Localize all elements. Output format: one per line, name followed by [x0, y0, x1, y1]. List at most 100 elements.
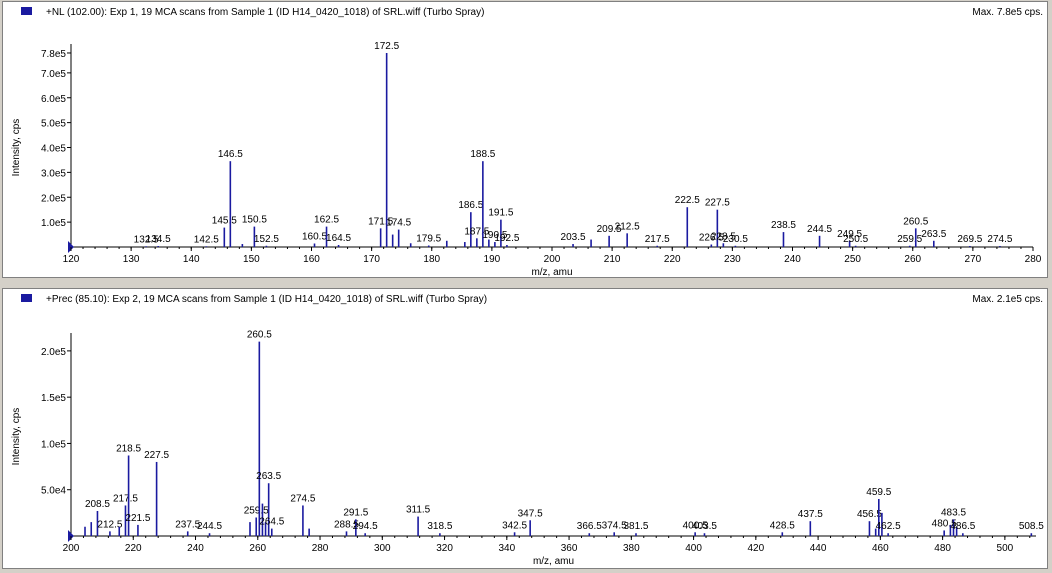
x-tick-label: 220: [125, 543, 142, 554]
peak-label: 203.5: [561, 232, 586, 243]
x-tick-label: 340: [498, 543, 515, 554]
peak-label: 192.5: [494, 233, 519, 244]
x-tick-label: 270: [965, 254, 982, 265]
peak-label: 172.5: [374, 41, 399, 52]
x-axis-label: m/z, amu: [533, 556, 574, 567]
peak-label: 152.5: [254, 234, 279, 245]
x-tick-label: 130: [123, 254, 140, 265]
peak-label: 179.5: [416, 234, 441, 245]
peak-label: 188.5: [470, 149, 495, 160]
peak-label: 217.5: [113, 493, 138, 504]
peak-label: 164.5: [326, 233, 351, 244]
peak-label: 311.5: [406, 505, 431, 516]
peak-label: 274.5: [290, 493, 315, 504]
peak-label: 187.5: [464, 226, 489, 237]
spectrum-marker-icon: [21, 294, 32, 302]
peak-label: 381.5: [623, 521, 648, 532]
peak-label: 209.5: [597, 224, 622, 235]
x-tick-label: 280: [312, 543, 329, 554]
x-tick-label: 120: [63, 254, 80, 265]
peak-label: 191.5: [488, 208, 513, 219]
x-tick-label: 500: [997, 543, 1014, 554]
x-tick-label: 220: [664, 254, 681, 265]
peak-label: 260.5: [903, 216, 928, 227]
peak-label: 212.5: [97, 519, 122, 530]
peak-label: 244.5: [807, 224, 832, 235]
peak-label: 342.5: [502, 520, 527, 531]
y-tick-label: 5.0e4: [41, 486, 66, 497]
peak-label: 150.5: [242, 215, 267, 226]
peak-label: 486.5: [950, 521, 975, 532]
peak-label: 227.5: [144, 450, 169, 461]
peak-label: 264.5: [259, 517, 284, 528]
peak-label: 462.5: [876, 521, 901, 532]
peak-label: 221.5: [125, 513, 150, 524]
peak-label: 459.5: [866, 487, 891, 498]
peak-label: 162.5: [314, 215, 339, 226]
x-tick-label: 260: [249, 543, 266, 554]
x-tick-label: 300: [374, 543, 391, 554]
peak-label: 318.5: [427, 521, 452, 532]
y-tick-label: 1.0e5: [41, 218, 66, 229]
x-tick-label: 460: [872, 543, 889, 554]
x-tick-label: 170: [363, 254, 380, 265]
peak-label: 259.5: [897, 234, 922, 245]
x-tick-label: 440: [810, 543, 827, 554]
x-tick-label: 230: [724, 254, 741, 265]
peak-label: 145.5: [212, 216, 237, 227]
x-tick-label: 160: [303, 254, 320, 265]
peak-label: 274.5: [987, 234, 1012, 245]
peak-label: 212.5: [615, 221, 640, 232]
x-tick-label: 240: [187, 543, 204, 554]
peak-label: 483.5: [941, 507, 966, 518]
x-tick-label: 380: [623, 543, 640, 554]
peak-label: 400.5: [683, 520, 708, 531]
peak-label: 208.5: [85, 499, 110, 510]
spectrum-marker-icon: [21, 7, 32, 15]
peak-label: 171.5: [368, 216, 393, 227]
peak-label: 347.5: [518, 508, 543, 519]
x-tick-label: 250: [844, 254, 861, 265]
y-tick-label: 2.0e5: [41, 193, 66, 204]
peak-label: 508.5: [1019, 521, 1044, 532]
peak-label: 186.5: [458, 200, 483, 211]
peak-label: 134.5: [146, 234, 171, 245]
x-tick-label: 240: [784, 254, 801, 265]
x-tick-label: 190: [484, 254, 501, 265]
y-tick-label: 4.0e5: [41, 144, 66, 155]
peak-label: 250.5: [843, 234, 868, 245]
x-tick-label: 200: [63, 543, 80, 554]
peak-label: 237.5: [175, 519, 200, 530]
y-axis-label: Intensity, cps: [11, 119, 22, 177]
peak-label: 260.5: [247, 330, 272, 341]
y-tick-label: 7.8e5: [41, 49, 66, 60]
peak-label: 132.5: [134, 234, 159, 245]
x-tick-label: 480: [934, 543, 951, 554]
y-tick-label: 1.5e5: [41, 393, 66, 404]
spectrum-pane-prec[interactable]: +Prec (85.10): Exp 2, 19 MCA scans from …: [2, 288, 1048, 569]
y-axis-label: Intensity, cps: [11, 408, 22, 466]
x-tick-label: 260: [904, 254, 921, 265]
x-tick-label: 180: [423, 254, 440, 265]
x-tick-label: 360: [561, 543, 578, 554]
y-tick-label: 6.0e5: [41, 94, 66, 105]
x-tick-label: 200: [544, 254, 561, 265]
max-intensity-label: Max. 7.8e5 cps.: [972, 7, 1043, 18]
peak-label: 374.5: [602, 520, 627, 531]
peak-label: 222.5: [675, 195, 700, 206]
x-tick-label: 150: [243, 254, 260, 265]
prec-spectrum-chart: +Prec (85.10): Exp 2, 19 MCA scans from …: [11, 294, 1044, 567]
peak-label: 403.5: [692, 521, 717, 532]
peak-label: 456.5: [857, 509, 882, 520]
peak-label: 227.5: [705, 198, 730, 209]
peak-label: 428.5: [770, 520, 795, 531]
peak-label: 230.5: [723, 234, 748, 245]
peak-label: 160.5: [302, 232, 327, 243]
x-tick-label: 280: [1025, 254, 1042, 265]
peak-label: 226.5: [699, 233, 724, 244]
peak-label: 244.5: [197, 521, 222, 532]
peak-label: 249.5: [837, 229, 862, 240]
peak-label: 259.5: [244, 505, 269, 516]
spectrum-pane-nl[interactable]: +NL (102.00): Exp 1, 19 MCA scans from S…: [2, 1, 1048, 278]
x-tick-label: 420: [747, 543, 764, 554]
